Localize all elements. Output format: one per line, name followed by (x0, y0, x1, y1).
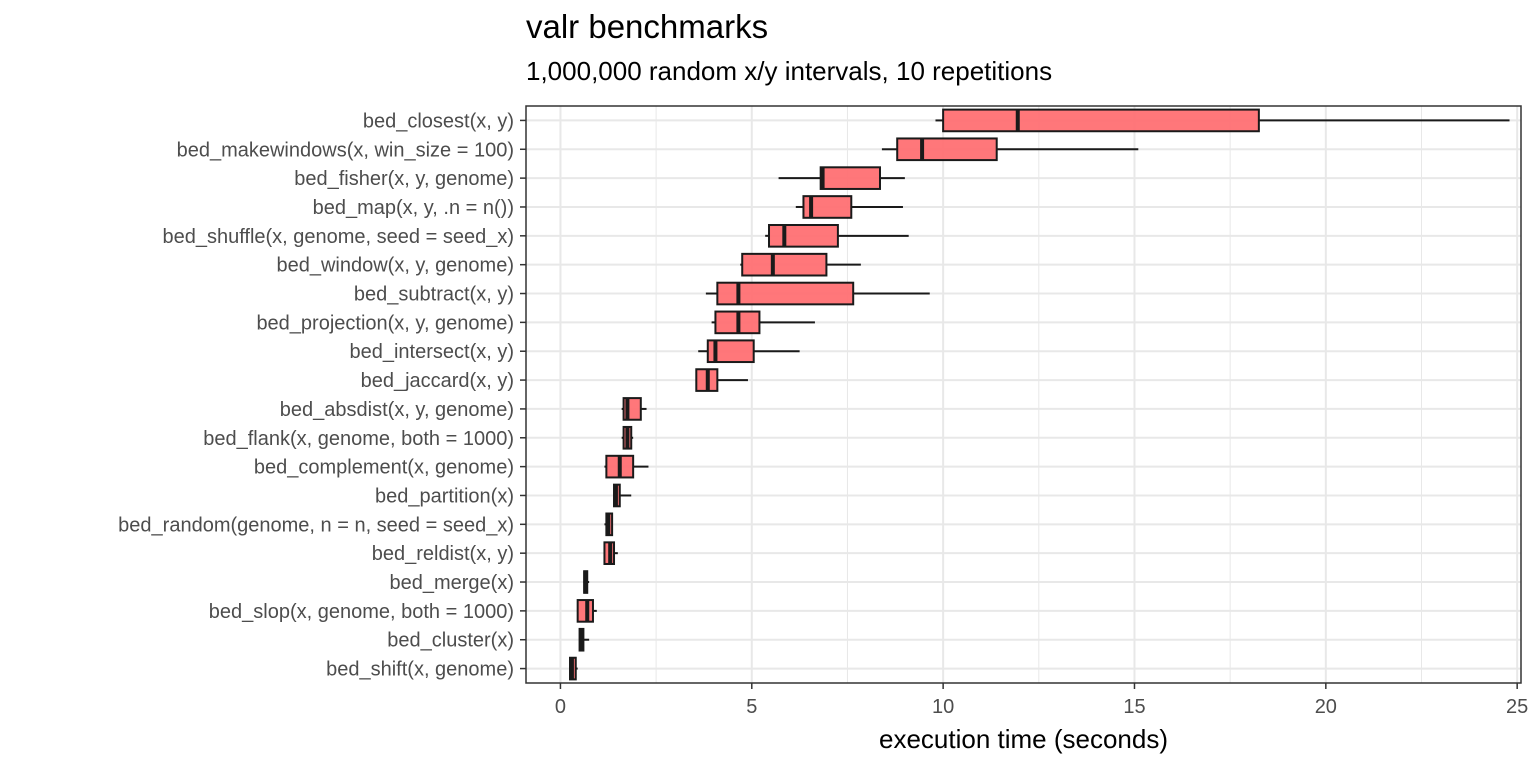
box-group (603, 541, 618, 565)
x-tick-label: 0 (555, 696, 566, 718)
y-tick-label: bed_partition(x) (375, 485, 514, 507)
box-group (613, 483, 632, 508)
box-group (604, 454, 649, 479)
box-iqr (768, 224, 839, 248)
box-group (695, 368, 748, 392)
box-group (576, 599, 597, 623)
y-tick-label: bed_slop(x, genome, both = 1000) (209, 601, 514, 623)
x-axis-title: execution time (seconds) (879, 724, 1168, 754)
box-iqr (716, 281, 855, 306)
box-group (583, 570, 590, 594)
box-group (740, 252, 861, 277)
box-group (711, 310, 815, 335)
y-tick-labels: bed_closest(x, y) bed_makewindows(x, win_… (118, 110, 526, 681)
x-tick-label: 25 (1506, 696, 1528, 718)
box-iqr (819, 166, 881, 190)
box-group (705, 281, 930, 306)
y-tick-label: bed_absdist(x, y, genome) (280, 399, 514, 421)
chart-subtitle: 1,000,000 random x/y intervals, 10 repet… (526, 56, 1053, 86)
panel-border (525, 105, 1522, 684)
y-tick-label: bed_complement(x, genome) (254, 457, 514, 479)
box-group (604, 512, 614, 537)
box-iqr (942, 108, 1260, 133)
box-group (778, 166, 905, 190)
box-iqr (706, 339, 755, 364)
y-tick-label: bed_subtract(x, y) (354, 284, 514, 306)
y-tick-label: bed_closest(x, y) (363, 110, 514, 132)
y-tick-label: bed_makewindows(x, win_size = 100) (177, 139, 514, 161)
y-tick-label: bed_shift(x, genome) (326, 659, 514, 681)
box-group (765, 224, 909, 248)
x-tick-label: 15 (1123, 696, 1145, 718)
box-group (621, 397, 647, 421)
y-tick-label: bed_fisher(x, y, genome) (294, 168, 514, 190)
grid-layer (526, 106, 1521, 683)
y-tick-label: bed_jaccard(x, y) (361, 370, 514, 392)
y-tick-label: bed_projection(x, y, genome) (256, 312, 514, 334)
box-group (621, 425, 634, 450)
y-tick-label: bed_map(x, y, .n = n()) (313, 197, 514, 219)
x-tick-label: 20 (1315, 696, 1337, 718)
box-group (698, 339, 800, 364)
x-tick-label: 10 (932, 696, 954, 718)
box-group (569, 656, 578, 681)
box-group (881, 137, 1139, 162)
y-tick-label: bed_intersect(x, y) (349, 341, 514, 363)
y-tick-label: bed_reldist(x, y) (372, 543, 514, 565)
y-tick-label: bed_flank(x, genome, both = 1000) (203, 428, 514, 450)
y-tick-label: bed_cluster(x) (387, 630, 514, 652)
y-tick-label: bed_window(x, y, genome) (276, 255, 514, 277)
box-group (795, 195, 903, 219)
y-tick-label: bed_shuffle(x, genome, seed = seed_x) (162, 226, 514, 248)
box-layer (569, 108, 1510, 681)
box-group (578, 627, 590, 652)
y-tick-label: bed_merge(x) (389, 572, 514, 594)
y-tick-label: bed_random(genome, n = n, seed = seed_x) (118, 514, 514, 536)
box-iqr (896, 137, 998, 162)
chart-title: valr benchmarks (526, 8, 769, 45)
box-iqr (741, 252, 828, 277)
box-iqr (802, 195, 853, 219)
box-group (935, 108, 1510, 133)
x-tick-label: 5 (746, 696, 757, 718)
x-tick-labels: 0 5 10 15 20 25 (555, 683, 1528, 718)
